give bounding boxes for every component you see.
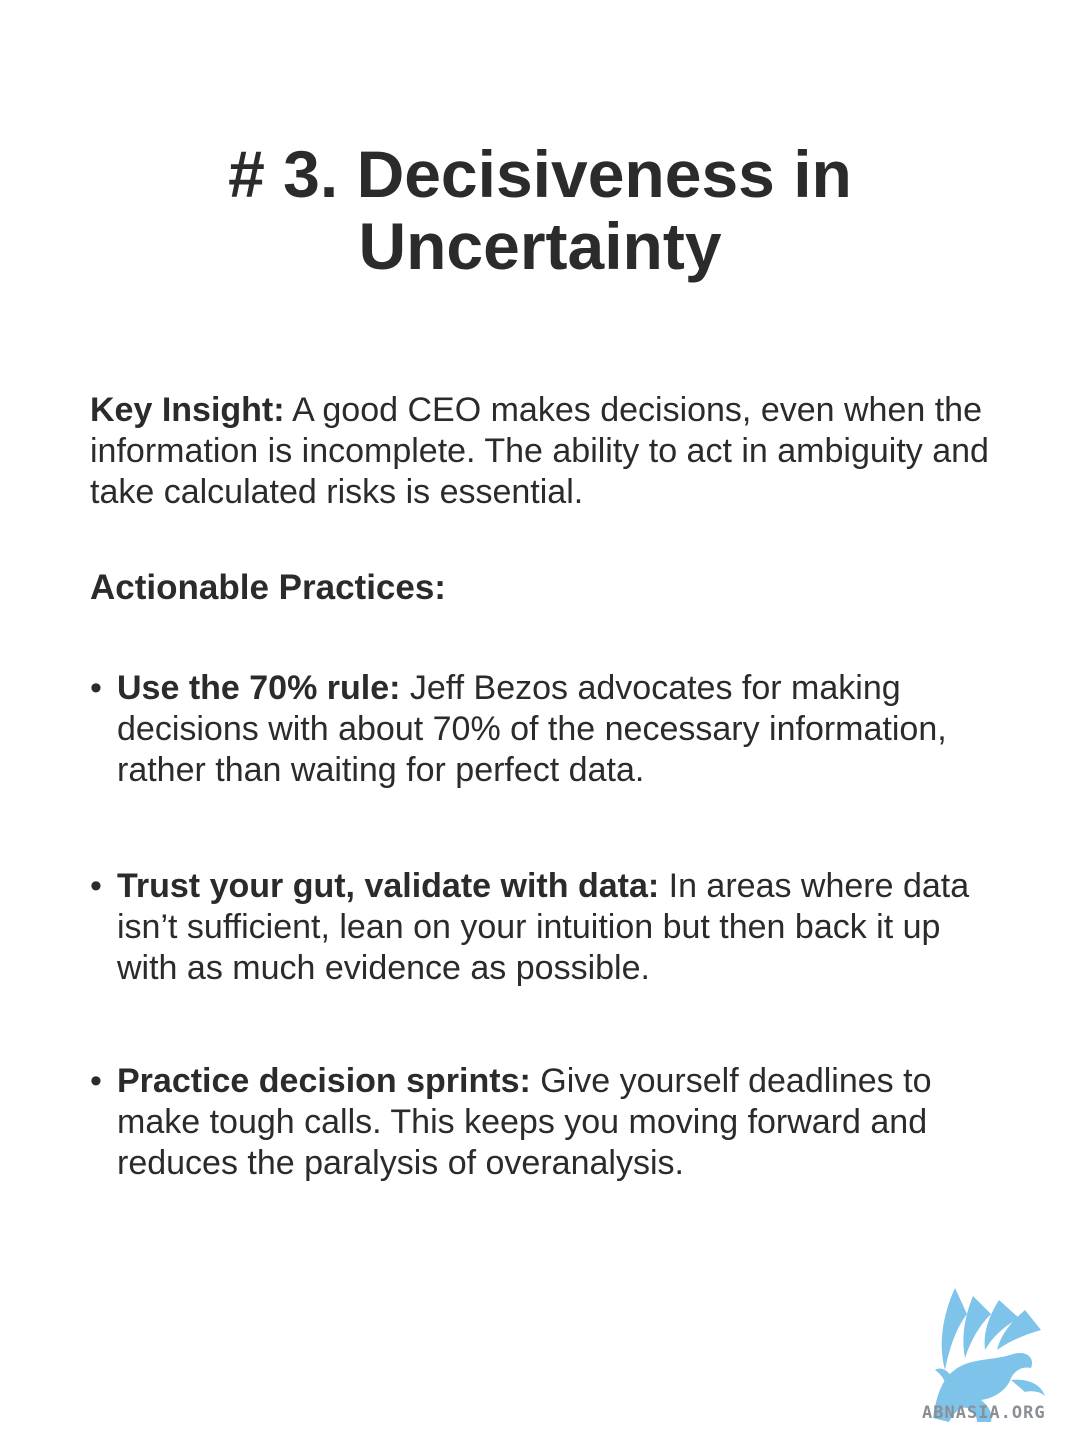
practice-label: Trust your gut, validate with data:: [117, 867, 660, 905]
key-insight-paragraph: Key Insight: A good CEO makes decisions,…: [90, 390, 1010, 513]
practice-body: Give yourself deadlines to make tough ca…: [117, 1062, 932, 1182]
title-line-2: Uncertainty: [358, 209, 722, 283]
title-line-1: # 3. Decisiveness in: [228, 137, 852, 211]
bullet-icon: •: [90, 867, 102, 905]
practice-body: Jeff Bezos advocates for making decision…: [117, 669, 947, 789]
practice-text: Use the 70% rule: Jeff Bezos advocates f…: [117, 668, 1010, 791]
logo-wordmark: ABNASIA.ORG: [922, 1403, 1046, 1423]
actionable-practices-heading: Actionable Practices:: [90, 568, 446, 607]
practice-text: Trust your gut, validate with data: In a…: [117, 866, 1010, 989]
practice-item: • Use the 70% rule: Jeff Bezos advocates…: [90, 668, 1010, 791]
practice-item: • Trust your gut, validate with data: In…: [90, 866, 1010, 989]
practice-label: Use the 70% rule:: [117, 669, 401, 707]
key-insight-label: Key Insight:: [90, 391, 285, 429]
key-insight-text: A good CEO makes decisions, even when th…: [90, 391, 989, 511]
bullet-icon: •: [90, 669, 102, 707]
practice-body: In areas where data isn’t sufficient, le…: [117, 867, 970, 987]
page-title: # 3. Decisiveness in Uncertainty: [0, 138, 1080, 282]
bullet-icon: •: [90, 1062, 102, 1100]
griffin-logo-icon: [933, 1288, 1045, 1422]
practice-label: Practice decision sprints:: [117, 1062, 531, 1100]
practice-item: • Practice decision sprints: Give yourse…: [90, 1061, 1010, 1184]
practice-text: Practice decision sprints: Give yourself…: [117, 1061, 1010, 1184]
